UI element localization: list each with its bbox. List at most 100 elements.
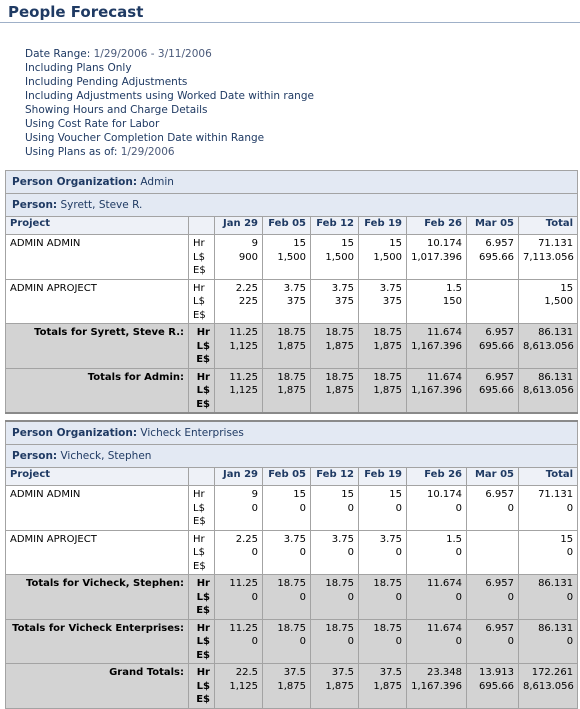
section-gap: [5, 412, 578, 422]
hours-value: 86.131: [538, 578, 574, 589]
hours-value: [471, 282, 514, 296]
expense-value: [411, 515, 462, 529]
unit-label: Hr: [193, 238, 205, 249]
total-label: Totals for Admin:: [5, 367, 189, 414]
labor-value: 8,613.056: [523, 680, 574, 692]
labor-value: 1,500: [544, 296, 574, 307]
group-label: Person Organization:: [12, 427, 138, 439]
hours-value: 71.131: [538, 489, 574, 500]
hours-value: 3.75: [379, 533, 402, 545]
group-label: Person:: [12, 450, 58, 462]
value-cell: 10.174 1,017.396: [406, 234, 467, 280]
hours-value: 11.25: [229, 578, 258, 589]
hours-value: 11.674: [427, 578, 462, 589]
unit-label: Hr: [196, 667, 210, 678]
expense-value: [523, 515, 573, 529]
value-cell: 11.25 0: [214, 574, 263, 620]
unit-label: E$: [196, 649, 210, 661]
expense-value: [363, 693, 402, 707]
labor-value: 0: [455, 502, 462, 514]
column-header-row: Project Jan 29 Feb 05 Feb 12 Feb 19 Feb 26 Mar…: [5, 467, 579, 486]
column-header: Feb 26: [406, 467, 467, 486]
expense-value: [363, 353, 402, 367]
expense-value: [471, 604, 514, 618]
value-cell: 9 900: [214, 234, 263, 280]
expense-value: [267, 264, 306, 278]
units: Hr L$ E$: [188, 323, 215, 369]
unit-label: E$: [193, 265, 206, 276]
expense-value: [523, 398, 573, 412]
value-cell: 18.75 1,875: [358, 367, 407, 414]
forecast-table: Person Organization: Admin Person: Syrett…: [4, 170, 579, 709]
hours-value: 6.957: [485, 578, 514, 589]
hours-value: 37.5: [379, 667, 402, 678]
expense-value: [471, 353, 514, 367]
expense-value: [471, 398, 514, 412]
total-row: Totals for Admin: Hr L$ E$ 11.25 1,125 18.75 1,…: [5, 367, 579, 414]
expense-value: [219, 264, 258, 278]
unit-label: L$: [193, 502, 205, 514]
hours-value: 23.348: [427, 667, 462, 678]
hours-value: 86.131: [538, 622, 574, 634]
hours-value: 15: [389, 238, 402, 249]
total-label: Totals for Vicheck, Stephen:: [5, 574, 189, 620]
value-cell: 11.25 1,125: [214, 367, 263, 414]
value-cell: 15 0: [358, 485, 407, 531]
expense-value: [219, 398, 258, 412]
labor-value: 375: [334, 296, 354, 307]
expense-value: [267, 560, 306, 574]
hours-value: 15: [293, 489, 306, 500]
criterion-label: Including Adjustments using Worked Date …: [25, 90, 314, 102]
labor-value: 1,167.396: [411, 385, 462, 396]
expense-value: [267, 309, 306, 323]
value-cell: 3.75 0: [310, 529, 359, 575]
labor-value: 0: [395, 547, 402, 558]
value-cell: 37.5 1,875: [262, 663, 311, 709]
hours-value: 86.131: [538, 327, 574, 338]
criterion-label: Using Voucher Completion Date within Ran…: [25, 132, 265, 144]
value-cell: 6.957 695.66: [466, 323, 519, 369]
value-cell: 18.75 1,875: [262, 367, 311, 414]
criterion: Using Voucher Completion Date within Ran…: [25, 131, 314, 145]
gap-cell: [5, 412, 578, 422]
value-cell: 13.913 695.66: [466, 663, 519, 709]
value-cell: 15 1,500: [262, 234, 311, 280]
table-body: Person Organization: Admin Person: Syrett…: [4, 170, 579, 709]
criterion-label: Using Plans as of:: [25, 146, 118, 158]
hours-value: 6.957: [485, 238, 514, 249]
unit-label: L$: [196, 680, 210, 692]
labor-value: 695.66: [479, 385, 514, 396]
units: Hr L$ E$: [188, 663, 215, 709]
expense-value: [267, 515, 306, 529]
criterion: Date Range: 1/29/2006 - 3/11/2006: [25, 47, 314, 61]
project-name: ADMIN ADMIN: [5, 485, 189, 531]
labor-value: 1,875: [277, 340, 306, 352]
labor-value: 150: [442, 296, 462, 307]
unit-header: [188, 467, 215, 486]
labor-value: 695.66: [479, 340, 514, 352]
value-cell: 18.75 0: [358, 618, 407, 664]
expense-value: [315, 309, 354, 323]
unit-label: E$: [196, 354, 210, 365]
group-header-row: Person: Vicheck, Stephen: [4, 444, 579, 468]
value-cell: 172.261 8,613.056: [517, 663, 579, 709]
expense-value: [363, 309, 402, 323]
unit-label: E$: [196, 398, 210, 410]
unit-label: L$: [193, 547, 205, 558]
expense-value: [523, 353, 573, 367]
value-cell: 86.131 8,613.056: [517, 367, 579, 414]
expense-value: [523, 560, 573, 574]
labor-value: 1,167.396: [411, 340, 462, 352]
expense-value: [471, 515, 514, 529]
expense-value: [315, 353, 354, 367]
column-header: Feb 12: [310, 467, 359, 486]
labor-value: 7,113.056: [523, 251, 574, 263]
labor-value: 1,500: [277, 251, 306, 263]
group-header-row: Person: Syrett, Steve R.: [4, 193, 579, 217]
labor-value: 0: [507, 502, 514, 514]
labor-value: 0: [455, 591, 462, 603]
hours-value: 13.913: [479, 667, 514, 678]
hours-value: 6.957: [485, 622, 514, 634]
hours-value: 6.957: [485, 489, 514, 500]
